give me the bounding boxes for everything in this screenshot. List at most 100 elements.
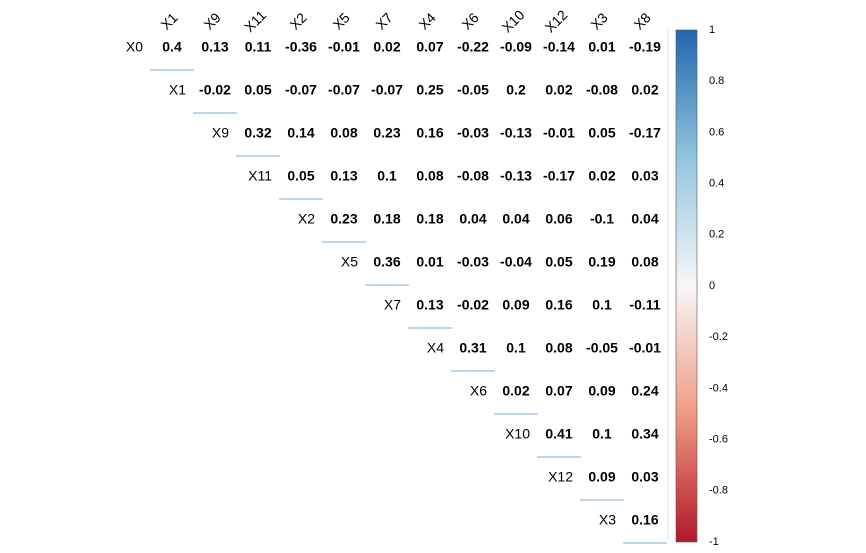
cell-value: 0.02 — [502, 383, 529, 399]
colorbar-tick-label: 0.6 — [709, 126, 724, 138]
cell-value: 0.02 — [545, 82, 572, 98]
cell-value: -0.05 — [586, 340, 618, 356]
diagonal-underlines — [150, 28, 669, 544]
cell-value: 0.05 — [244, 82, 271, 98]
row-label: X2 — [298, 211, 315, 227]
row-label: X5 — [341, 254, 358, 270]
cell-value: 0.05 — [287, 168, 314, 184]
cell-value: -0.36 — [285, 39, 317, 55]
cell-value: 0.1 — [592, 297, 612, 313]
cell-value: -0.04 — [500, 254, 532, 270]
cell-value: -0.03 — [457, 125, 489, 141]
cell-value: 0.02 — [631, 82, 658, 98]
cell-value: -0.01 — [543, 125, 575, 141]
cell-value: 0.09 — [588, 383, 615, 399]
cell-value: -0.08 — [586, 82, 618, 98]
col-label: X10 — [499, 6, 528, 35]
cell-value: 0.08 — [631, 254, 658, 270]
value-cells: 0.4 0.13 0.11 -0.36 -0.01 0.02 0.07 -0.22 -0.09-… — [162, 39, 661, 528]
col-label: X5 — [329, 9, 353, 33]
cell-value: -0.09 — [500, 39, 532, 55]
cell-value: 0.04 — [631, 211, 658, 227]
cell-value: -0.03 — [457, 254, 489, 270]
cell-value: 0.24 — [631, 383, 658, 399]
row-label: X7 — [384, 297, 401, 313]
cell-value: -0.17 — [543, 168, 575, 184]
cell-value: 0.05 — [545, 254, 572, 270]
row-label: X1 — [169, 82, 186, 98]
cell-value: 0.16 — [416, 125, 443, 141]
row-labels: X0 X1 X9 X11 X2 X5 X7 X4 X6 X10 X12 X3 — [126, 39, 616, 528]
cell-value: 0.01 — [588, 39, 615, 55]
row-label: X3 — [599, 512, 616, 528]
cell-value: 0.36 — [373, 254, 400, 270]
colorbar-tick-label: 0.8 — [709, 75, 724, 87]
cell-value: 0.1 — [377, 168, 397, 184]
cell-value: 0.11 — [245, 39, 272, 55]
cell-value: 0.03 — [631, 469, 658, 485]
cell-value: -0.01 — [629, 340, 661, 356]
cell-value: -0.02 — [199, 82, 231, 98]
colorbar-tick-label: 0 — [709, 280, 715, 292]
cell-value: 0.13 — [416, 297, 443, 313]
cell-value: 0.32 — [244, 125, 271, 141]
cell-value: -0.07 — [328, 82, 360, 98]
cell-value: 0.08 — [330, 125, 357, 141]
cell-value: -0.19 — [629, 39, 661, 55]
colorbar — [675, 29, 698, 543]
cell-value: 0.01 — [416, 254, 443, 270]
cell-value: 0.07 — [416, 39, 443, 55]
cell-value: -0.22 — [457, 39, 489, 55]
cell-value: 0.41 — [545, 426, 572, 442]
cell-value: -0.01 — [328, 39, 360, 55]
cell-value: 0.18 — [373, 211, 400, 227]
col-label: X11 — [241, 7, 269, 35]
col-label: X8 — [630, 9, 654, 33]
col-label: X3 — [587, 9, 611, 33]
cell-value: 0.18 — [416, 211, 443, 227]
row-label: X6 — [470, 383, 487, 399]
cell-value: 0.16 — [545, 297, 572, 313]
cell-value: -0.07 — [285, 82, 317, 98]
cell-value: 0.05 — [588, 125, 615, 141]
col-label: X1 — [157, 9, 181, 33]
cell-value: 0.34 — [631, 426, 658, 442]
cell-value: -0.17 — [629, 125, 661, 141]
cell-value: -0.02 — [457, 297, 489, 313]
row-label: X9 — [212, 125, 229, 141]
cell-value: -0.13 — [500, 168, 532, 184]
cell-value: -0.11 — [629, 297, 660, 313]
cell-value: 0.08 — [545, 340, 572, 356]
cell-value: 0.14 — [287, 125, 314, 141]
col-label: X6 — [458, 9, 482, 33]
colorbar-tick-label: -0.4 — [709, 382, 728, 394]
cell-value: 0.02 — [373, 39, 400, 55]
cell-value: -0.05 — [457, 82, 489, 98]
cell-value: 0.23 — [330, 211, 357, 227]
colorbar-tick-label: 0.4 — [709, 178, 724, 190]
colorbar-tick-label: 1 — [709, 24, 715, 36]
row-label: X11 — [248, 168, 272, 184]
cell-value: 0.4 — [162, 39, 182, 55]
cell-value: -0.14 — [543, 39, 575, 55]
col-label: X4 — [415, 9, 439, 33]
col-label: X2 — [286, 9, 310, 33]
cell-value: 0.2 — [506, 82, 526, 98]
cell-value: 0.07 — [545, 383, 572, 399]
cell-value: 0.13 — [201, 39, 228, 55]
cell-value: 0.04 — [459, 211, 486, 227]
colorbar-tick-label: -0.8 — [709, 485, 728, 497]
colorbar-tick-label: -0.6 — [709, 434, 728, 446]
colorbar-ticks: 1 0.8 0.6 0.4 0.2 0 -0.2 -0.4 -0.6 -0.8 -1 — [709, 24, 728, 548]
col-label: X12 — [542, 6, 571, 35]
cell-value: 0.04 — [502, 211, 529, 227]
colorbar-tick-label: 0.2 — [709, 229, 724, 241]
cell-value: 0.25 — [416, 82, 443, 98]
cell-value: 0.31 — [459, 340, 486, 356]
cell-value: -0.08 — [457, 168, 489, 184]
colorbar-tick-label: -0.2 — [709, 331, 728, 343]
row-label: X4 — [427, 340, 444, 356]
cell-value: 0.16 — [631, 512, 658, 528]
cell-value: 0.19 — [588, 254, 615, 270]
